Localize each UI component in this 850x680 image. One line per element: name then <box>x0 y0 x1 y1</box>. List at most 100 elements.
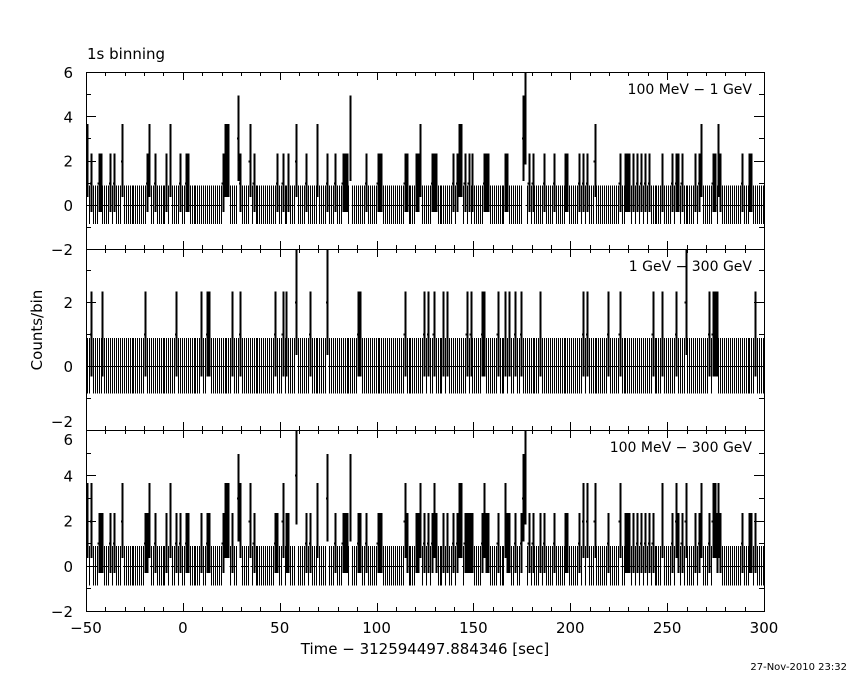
bin-error-bar <box>548 338 551 394</box>
bin-error-bar <box>392 185 395 224</box>
bin-error-bar <box>337 546 340 586</box>
bin-error-bar <box>579 185 582 224</box>
bin-error-bar <box>738 338 741 394</box>
bin-error-bar <box>521 454 525 542</box>
bin-error-bar <box>302 338 305 394</box>
bin-error-bar <box>138 185 141 224</box>
bin-error-bar <box>448 185 451 224</box>
bin-error-bar <box>651 185 654 224</box>
bin-error-bar <box>690 185 693 224</box>
bin-error-bar <box>548 185 551 224</box>
bin-error-bar <box>467 513 471 574</box>
bin-error-bar <box>173 185 176 224</box>
bin-error-bar <box>583 338 586 394</box>
bin-error-bar <box>641 185 644 224</box>
bin-error-bar <box>465 291 469 377</box>
bin-error-bar <box>556 338 559 394</box>
bin-error-bar <box>206 291 209 377</box>
bin-error-bar <box>223 482 227 559</box>
bin-error-bar <box>394 185 396 224</box>
bin-error-bar <box>359 185 362 224</box>
bin-error-bar <box>386 546 389 586</box>
bin-error-bar <box>674 482 678 559</box>
bin-error-bar <box>508 513 511 574</box>
bin-error-bar <box>266 338 269 394</box>
x-tick-label: 300 <box>750 619 779 637</box>
bin-error-bar <box>359 513 362 574</box>
bin-error-bar <box>374 338 377 394</box>
bin-error-bar <box>95 338 98 394</box>
bin-error-bar <box>643 338 646 394</box>
bin-error-bar <box>204 546 207 586</box>
bin-error-bar <box>595 338 598 394</box>
bin-error-bar <box>754 513 757 574</box>
bin-error-bar <box>409 546 412 586</box>
bin-error-bar <box>390 185 393 224</box>
bin-error-bar <box>568 338 571 394</box>
bin-error-bar <box>713 291 717 377</box>
bin-error-bar <box>510 338 513 394</box>
bin-error-bar <box>434 153 438 212</box>
bin-error-bar <box>579 338 582 394</box>
bin-error-bar <box>533 185 536 224</box>
bin-error-bar <box>562 546 565 586</box>
bin-error-bar <box>180 546 183 586</box>
bin-error-bar <box>514 513 517 574</box>
bin-error-bar <box>165 338 168 394</box>
bin-error-bar <box>310 185 313 224</box>
bin-error-bar <box>275 338 278 394</box>
bin-error-bar <box>273 513 277 574</box>
bin-error-bar <box>762 338 764 394</box>
bin-error-bar <box>178 338 181 394</box>
bin-error-bar <box>758 546 761 586</box>
bin-error-bar <box>510 546 513 586</box>
bin-error-bar <box>374 185 377 224</box>
bin-error-bar <box>502 185 505 224</box>
bin-error-bar <box>479 546 482 586</box>
bin-error-bar <box>95 185 98 224</box>
bin-error-bar <box>690 338 693 394</box>
bin-error-bar <box>645 338 648 394</box>
bin-error-bar <box>758 185 761 224</box>
bin-error-bar <box>368 338 371 394</box>
bin-error-bar <box>425 338 427 394</box>
bin-error-bar <box>144 513 147 574</box>
bin-error-bar <box>318 338 321 394</box>
bin-error-bar <box>415 338 418 394</box>
bin-error-bar <box>388 338 391 394</box>
bin-error-bar <box>734 185 737 224</box>
bin-error-bar <box>597 338 600 394</box>
bin-error-bar <box>727 338 730 394</box>
bin-error-bar <box>192 185 195 224</box>
bin-error-bar <box>326 249 329 355</box>
bin-error-bar <box>643 513 647 574</box>
bin-error-bar <box>219 546 222 586</box>
bin-error-bar <box>182 546 185 586</box>
bin-error-bar <box>134 338 137 394</box>
bin-error-bar <box>357 185 360 224</box>
bin-error-bar <box>469 185 472 224</box>
bin-error-bar <box>593 338 596 394</box>
bin-error-bar <box>535 546 538 586</box>
bin-error-bar <box>382 338 385 394</box>
bin-error-bar <box>330 546 333 586</box>
bin-error-bar <box>669 338 672 394</box>
bin-error-bar <box>368 546 371 586</box>
bin-error-bar <box>525 185 528 224</box>
bin-error-bar <box>289 185 292 224</box>
bin-error-bar <box>314 185 317 224</box>
bin-error-bar <box>271 185 274 224</box>
bin-error-bar <box>120 338 123 394</box>
bin-error-bar <box>554 338 557 394</box>
bin-error-bar <box>153 153 157 212</box>
bin-error-bar <box>566 153 569 212</box>
bin-error-bar <box>268 338 271 394</box>
bin-error-bar <box>744 546 747 586</box>
bin-error-bar <box>486 153 490 212</box>
chart-title: 1s binning <box>87 45 166 63</box>
bin-error-bar <box>620 185 623 224</box>
bin-error-bar <box>250 338 253 394</box>
bin-error-bar <box>239 482 242 559</box>
bin-error-bar <box>188 338 191 394</box>
bin-error-bar <box>541 546 544 586</box>
